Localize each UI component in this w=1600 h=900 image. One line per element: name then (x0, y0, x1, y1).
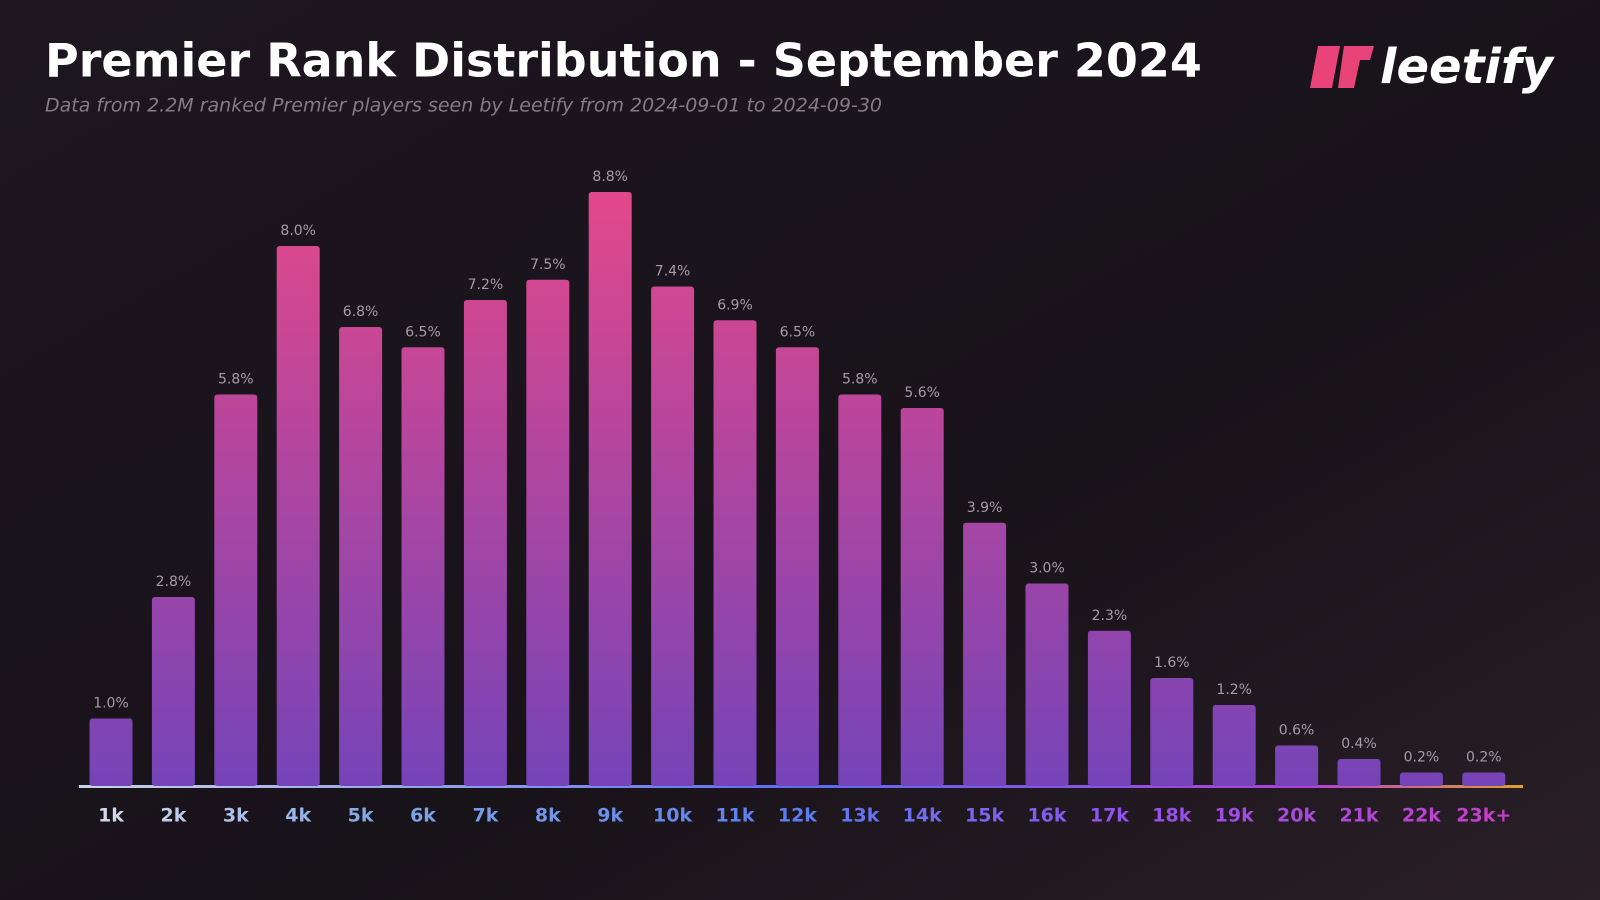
x-tick-label: 14k (903, 805, 942, 827)
x-tick-label: 19k (1215, 805, 1254, 827)
x-tick-label: 16k (1027, 805, 1066, 827)
value-label: 2.3% (1092, 608, 1128, 624)
bar (1212, 705, 1256, 786)
value-label: 7.2% (468, 277, 504, 293)
bar (1275, 745, 1319, 786)
bar (838, 394, 882, 786)
bar (463, 300, 507, 786)
bar (713, 320, 757, 786)
x-tick-label: 18k (1152, 805, 1191, 827)
value-label: 1.0% (93, 696, 129, 712)
value-label: 8.0% (280, 223, 316, 239)
x-tick-label: 11k (715, 805, 754, 827)
value-label: 0.2% (1404, 750, 1440, 766)
value-label: 0.6% (1279, 723, 1315, 739)
x-tick-label: 21k (1339, 805, 1378, 827)
value-label: 2.8% (156, 574, 192, 590)
bar (1150, 678, 1194, 786)
x-tick-label: 13k (840, 805, 879, 827)
bar (276, 246, 320, 786)
x-tick-label: 3k (223, 805, 249, 827)
chart-subtitle: Data from 2.2M ranked Premier players se… (45, 95, 882, 117)
logo-icon (1310, 46, 1340, 88)
x-tick-label: 1k (98, 805, 124, 827)
logo: leetify (1310, 39, 1555, 95)
x-tick-label: 15k (965, 805, 1004, 827)
bar (339, 327, 383, 786)
bar (1087, 630, 1131, 786)
bar (900, 408, 944, 786)
bar (526, 279, 570, 786)
value-label: 1.6% (1154, 655, 1190, 671)
value-label: 3.9% (967, 500, 1003, 516)
value-label: 0.4% (1341, 736, 1377, 752)
x-tick-label: 5k (348, 805, 374, 827)
x-tick-label: 2k (160, 805, 186, 827)
brand: leetify (1380, 39, 1555, 95)
value-label: 3.0% (1029, 561, 1065, 577)
x-tick-label: 23k+ (1456, 805, 1511, 827)
value-label: 7.4% (655, 264, 691, 280)
bar (1025, 583, 1069, 786)
x-tick-label: 4k (285, 805, 311, 827)
bar (1399, 772, 1443, 786)
value-label: 0.2% (1466, 750, 1502, 766)
value-label: 6.9% (717, 297, 753, 313)
bar (963, 522, 1007, 786)
bar (214, 394, 258, 786)
x-tick-label: 9k (597, 805, 623, 827)
x-tick-label: 20k (1277, 805, 1316, 827)
value-label: 6.8% (343, 304, 379, 320)
value-label: 8.8% (592, 169, 628, 185)
bars: 1.0% 1k 2.8% 2k 5.8% 3k 8.0% 4k 6.8% 5k 6.5% 6k 7.2%… (89, 169, 1511, 827)
x-tick-label: 22k (1402, 805, 1441, 827)
x-tick-label: 10k (653, 805, 692, 827)
value-label: 6.5% (405, 324, 441, 340)
value-label: 5.8% (842, 372, 878, 388)
value-label: 1.2% (1216, 682, 1252, 698)
value-label: 6.5% (780, 324, 816, 340)
x-tick-label: 7k (472, 805, 498, 827)
value-label: 5.8% (218, 372, 254, 388)
bar (775, 347, 819, 786)
bar (1337, 759, 1381, 786)
x-tick-label: 12k (778, 805, 817, 827)
value-label: 5.6% (904, 385, 940, 401)
x-tick-label: 8k (535, 805, 561, 827)
bar (401, 347, 445, 786)
logo-icon (1338, 46, 1374, 88)
bar (651, 286, 695, 786)
baseline (79, 785, 1523, 788)
bar (588, 192, 632, 786)
bar (1462, 772, 1506, 786)
bar (89, 718, 133, 786)
value-label: 7.5% (530, 257, 566, 273)
x-tick-label: 17k (1090, 805, 1129, 827)
chart-title: Premier Rank Distribution - September 20… (45, 34, 1202, 88)
x-tick-label: 6k (410, 805, 436, 827)
bar (151, 597, 195, 786)
